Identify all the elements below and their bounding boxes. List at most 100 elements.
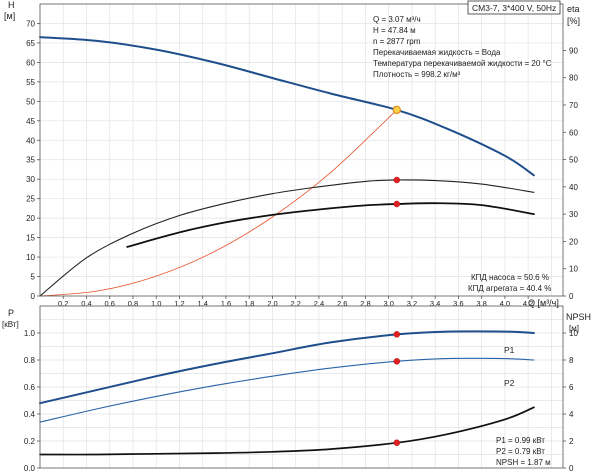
lower-right-tick-label: 10 xyxy=(569,329,578,338)
upper-right-tick-label: 90 xyxy=(569,46,578,55)
upper-right-tick-label: 40 xyxy=(569,183,578,192)
upper-duty-point-marker xyxy=(393,176,401,184)
lower-duty-point-marker xyxy=(393,439,401,447)
lower-left-tick-label: 0.6 xyxy=(24,383,36,392)
unit-efficiency-label: КПД агрегата = 40.4 % xyxy=(468,284,551,293)
upper-right-tick-label: 70 xyxy=(569,101,578,110)
upper-left-tick-label: 70 xyxy=(26,19,35,28)
lower-left-tick-label: 0.2 xyxy=(24,437,36,446)
upper-right-tick-label: 30 xyxy=(569,210,578,219)
upper-series-head xyxy=(39,36,535,177)
upper-right-axis-label: eta xyxy=(567,4,580,14)
upper-frame xyxy=(39,3,564,297)
info-flow: Q = 3.07 м³/ч xyxy=(373,15,421,24)
info-liquid: Перекачиваемая жидкость = Вода xyxy=(373,48,501,57)
upper-right-axis-unit: [%] xyxy=(567,16,580,26)
upper-left-tick-label: 25 xyxy=(26,195,35,204)
upper-left-axis-label: H xyxy=(8,0,15,10)
upper-x-tick-label: 0.2 xyxy=(58,299,68,308)
upper-x-tick-label: 0.6 xyxy=(105,299,115,308)
lower-right-tick-label: 8 xyxy=(569,356,574,365)
info-head: H = 47.84 м xyxy=(373,26,416,35)
upper-x-tick-label: 1.4 xyxy=(197,299,207,308)
upper-series-unit-efficiency xyxy=(126,202,535,248)
info-npsh: NPSH = 1.87 м xyxy=(496,458,551,467)
lower-info-block: P1 = 0.99 кВт P2 = 0.79 кВт NPSH = 1.87 … xyxy=(496,436,551,467)
lower-series xyxy=(39,330,535,456)
upper-x-tick-label: 1.8 xyxy=(244,299,254,308)
info-temperature: Температура перекачиваемой жидкости = 20… xyxy=(373,59,552,68)
upper-x-tick-label: 3.2 xyxy=(407,299,417,308)
upper-left-tick-label: 0 xyxy=(31,292,36,301)
upper-x-tick-label: 2.8 xyxy=(360,299,370,308)
upper-right-tick-label: 50 xyxy=(569,156,578,165)
lower-series-p2 xyxy=(39,357,535,423)
upper-x-tick-label: 3.0 xyxy=(383,299,393,308)
upper-x-tick-label: 2.2 xyxy=(290,299,300,308)
upper-left-tick-label: 55 xyxy=(26,78,35,87)
upper-right-tick-label: 10 xyxy=(569,265,578,274)
info-p2: P2 = 0.79 кВт xyxy=(496,447,545,456)
lower-right-tick-label: 4 xyxy=(569,410,574,419)
upper-left-tick-label: 15 xyxy=(26,234,35,243)
info-p1: P1 = 0.99 кВт xyxy=(496,436,545,445)
upper-series xyxy=(39,36,535,297)
lower-series-npsh xyxy=(39,406,535,456)
lower-right-tick-label: 6 xyxy=(569,383,574,392)
upper-x-tick-label: 4.0 xyxy=(500,299,510,308)
upper-x-tick-label: 1.2 xyxy=(174,299,184,308)
lower-left-tick-label: 0.4 xyxy=(24,410,36,419)
lower-right-axis-label: NPSH xyxy=(566,312,591,322)
upper-left-tick-label: 35 xyxy=(26,156,35,165)
upper-x-tick-label: 1.0 xyxy=(151,299,161,308)
upper-x-tick-label: 2.4 xyxy=(314,299,324,308)
lower-duty-point-marker xyxy=(393,331,401,338)
upper-x-tick-label: 2.0 xyxy=(267,299,277,308)
upper-duty-point-marker xyxy=(393,200,401,208)
upper-x-tick-label: 0.4 xyxy=(81,299,91,308)
upper-series-system-curve xyxy=(39,109,398,297)
upper-series-pump-efficiency xyxy=(39,179,535,297)
lower-right-tick-label: 2 xyxy=(569,437,574,446)
upper-right-tick-label: 0 xyxy=(569,292,574,301)
upper-x-tick-label: 3.6 xyxy=(453,299,463,308)
upper-info-block: Q = 3.07 м³/ч H = 47.84 м n = 2877 rpm П… xyxy=(373,15,552,79)
upper-left-tick-label: 65 xyxy=(26,39,35,48)
upper-x-tick-label: 1.6 xyxy=(221,299,231,308)
upper-right-tick-label: 80 xyxy=(569,74,578,83)
lower-right-axis-unit: [м] xyxy=(569,324,579,333)
upper-left-tick-label: 20 xyxy=(26,214,35,223)
upper-left-axis-unit: [м] xyxy=(4,11,15,21)
upper-x-tick-label: 2.6 xyxy=(337,299,347,308)
lower-left-tick-label: 0.0 xyxy=(24,464,36,473)
lower-left-axis-unit: [кВт] xyxy=(2,320,19,329)
model-box xyxy=(467,0,561,15)
upper-right-tick-label: 60 xyxy=(569,128,578,137)
info-speed: n = 2877 rpm xyxy=(373,37,421,46)
lower-right-tick-label: 0 xyxy=(569,464,574,473)
lower-duty-point-marker xyxy=(393,358,401,365)
upper-x-tick-label: 3.4 xyxy=(430,299,440,308)
upper-left-tick-label: 50 xyxy=(26,97,35,106)
upper-left-tick-label: 30 xyxy=(26,175,35,184)
upper-duty-point-marker xyxy=(392,105,402,115)
p2-series-label: P2 xyxy=(504,378,515,388)
upper-left-tick-label: 45 xyxy=(26,117,35,126)
upper-x-tick-label: 0.8 xyxy=(128,299,138,308)
lower-grid xyxy=(40,306,563,468)
upper-x-tick-label: 3.8 xyxy=(476,299,486,308)
info-density: Плотность = 998.2 кг/м³ xyxy=(373,70,461,79)
upper-left-tick-label: 60 xyxy=(26,58,35,67)
model-label: CM3-7, 3*400 V, 50Hz xyxy=(472,3,556,13)
pump-efficiency-label: КПД насоса = 50.6 % xyxy=(471,273,549,282)
p1-series-label: P1 xyxy=(504,345,515,355)
upper-right-tick-label: 20 xyxy=(569,237,578,246)
upper-x-axis-label: Q [м³/ч] xyxy=(528,298,559,308)
lower-left-tick-label: 0.8 xyxy=(24,356,36,365)
lower-left-axis-label: P xyxy=(8,308,14,318)
lower-left-tick-label: 1.0 xyxy=(24,329,36,338)
upper-left-tick-label: 10 xyxy=(26,253,35,262)
upper-x-tick-label: 4.2 xyxy=(523,299,533,308)
